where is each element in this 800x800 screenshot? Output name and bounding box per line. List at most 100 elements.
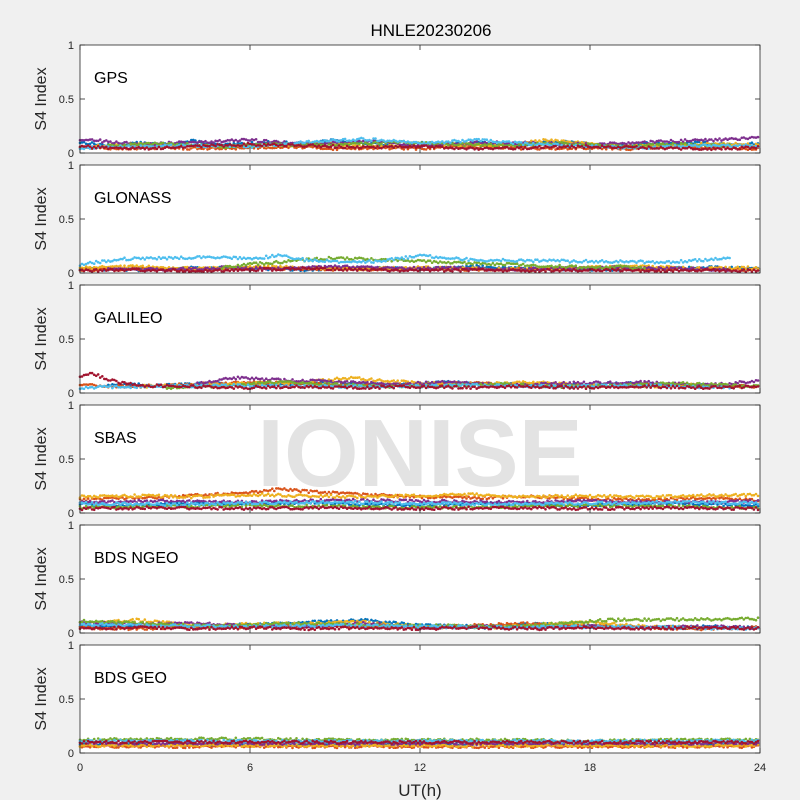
data-point [645,147,648,150]
data-point [402,257,406,261]
data-point [266,146,270,149]
data-point [141,256,144,260]
data-point [635,145,638,148]
data-point [685,260,689,264]
data-point [157,255,161,259]
data-point [177,257,181,261]
data-point [96,270,100,273]
data-point [696,259,699,263]
data-point [125,140,128,144]
data-point [604,147,608,151]
data-point [268,267,272,270]
plot-area [80,45,760,153]
data-point [287,146,290,150]
data-point [273,146,276,150]
data-point [554,144,557,148]
data-point [343,258,347,261]
data-point [380,142,383,145]
data-point [329,268,333,272]
data-point [293,146,296,149]
data-point [532,260,535,264]
data-point [92,142,96,145]
data-point [746,148,750,151]
data-point [538,148,541,151]
data-point [422,141,426,144]
panel-label: GPS [94,70,128,87]
data-point [550,264,553,268]
data-point [141,264,144,268]
data-point [236,257,240,261]
data-point [268,255,272,259]
data-point [420,147,424,151]
data-point [570,269,574,273]
data-point [260,144,264,148]
data-point [345,264,349,268]
data-point [404,255,408,258]
data-point [192,138,195,142]
data-point [513,147,517,151]
data-point [315,256,319,260]
data-point [98,142,102,146]
data-point [566,144,569,148]
data-point [661,268,665,272]
data-point [412,146,416,149]
data-point [738,267,742,270]
data-point [335,146,339,149]
data-point [155,147,159,151]
data-point [262,257,266,260]
data-point [519,266,523,270]
data-point [202,147,205,151]
data-point [639,265,642,269]
data-point [92,262,96,266]
data-point [186,268,189,272]
data-points [78,135,760,152]
data-point [693,140,697,143]
data-point [574,264,578,268]
data-point [345,147,349,150]
data-point [752,148,756,151]
data-point [550,138,553,141]
data-point [268,146,272,150]
data-point [536,148,539,151]
data-point [214,144,217,148]
data-point [123,264,126,268]
data-point [82,140,86,144]
data-point [521,145,525,149]
data-point [532,141,535,145]
data-point [90,141,94,144]
data-point [481,264,485,268]
data-point [248,264,252,268]
data-point [519,145,523,149]
y-tick-label: 0.5 [59,94,74,106]
data-point [220,147,223,151]
data-point [345,256,349,259]
data-point [311,259,315,263]
data-point [317,144,321,147]
data-point [147,264,151,268]
data-point [485,138,489,141]
data-point [386,143,389,146]
data-point [406,147,410,151]
data-point [161,268,165,271]
data-point [281,146,284,149]
data-point [754,146,758,150]
data-point [252,146,256,150]
data-point [566,259,569,263]
data-point [679,138,683,142]
data-point [667,259,671,263]
data-point [459,141,462,144]
data-point [402,148,406,151]
data-point [119,264,122,268]
data-point [667,140,671,144]
data-point [392,258,396,262]
data-point [372,261,375,264]
data-point [459,265,462,269]
data-point [254,266,258,269]
panel-label: GLONASS [94,190,171,207]
data-point [756,269,760,272]
data-point [756,145,760,148]
data-point [693,258,697,261]
data-point [700,146,703,149]
data-point [412,265,416,269]
data-point [101,143,104,146]
